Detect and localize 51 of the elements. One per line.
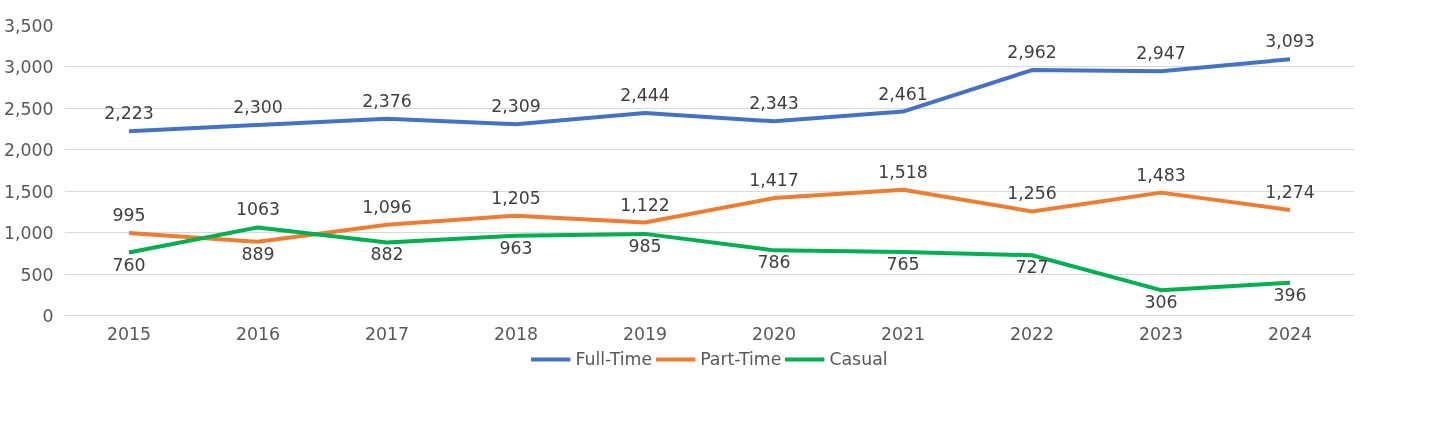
y-tick-label: 1,000	[3, 223, 54, 244]
x-tick-label: 2019	[622, 323, 668, 344]
data-label: 2,223	[104, 103, 154, 124]
y-tick-label: 500	[20, 264, 54, 285]
data-label: 1,122	[620, 194, 670, 215]
data-label: 306	[1144, 292, 1178, 313]
y-tick-label: 2,000	[3, 140, 54, 161]
x-tick-label: 2023	[1138, 323, 1184, 344]
data-label: 3,093	[1265, 31, 1315, 52]
data-label: 882	[370, 244, 404, 265]
y-tick-label: 0	[42, 306, 54, 326]
data-label: 1063	[235, 199, 281, 220]
y-tick-label: 1,500	[3, 181, 54, 202]
y-tick-label: 3,000	[3, 57, 54, 78]
data-label: 2,444	[620, 85, 670, 105]
data-label: 1,274	[1265, 181, 1315, 202]
data-label: 2,947	[1136, 43, 1186, 64]
x-tick-label: 2016	[235, 323, 281, 344]
x-tick-label: 2020	[751, 323, 797, 344]
data-label: 985	[628, 235, 662, 256]
data-label: 1,417	[749, 170, 799, 191]
data-label: 2,376	[362, 90, 412, 111]
data-label: 1,518	[878, 161, 928, 182]
legend-label: Full-Time	[575, 349, 653, 369]
data-label: 396	[1273, 284, 1307, 305]
data-label: 1,205	[491, 187, 541, 208]
data-label: 760	[112, 254, 146, 275]
data-label: 765	[886, 254, 920, 275]
y-tick-label: 2,500	[3, 98, 54, 119]
x-tick-label: 2015	[106, 323, 152, 344]
legend-label: Part-Time	[700, 349, 782, 369]
data-label: 2,343	[749, 93, 799, 114]
data-label: 1,096	[362, 196, 412, 217]
data-label: 2,461	[878, 83, 928, 104]
data-label: 1,483	[1136, 164, 1186, 185]
x-tick-label: 2024	[1267, 323, 1313, 344]
data-label: 2,962	[1007, 42, 1057, 63]
data-label: 2,309	[491, 96, 541, 117]
data-label: 727	[1015, 257, 1049, 278]
x-tick-label: 2021	[880, 323, 926, 344]
y-tick-label: 3,500	[3, 16, 54, 36]
data-label: 889	[241, 243, 275, 264]
x-tick-label: 2022	[1009, 323, 1055, 344]
data-label: 963	[499, 237, 533, 258]
data-label: 786	[757, 252, 791, 273]
data-label: 995	[112, 205, 146, 226]
data-label: 2,300	[233, 96, 283, 117]
legend-label: Casual	[829, 349, 888, 369]
x-tick-label: 2018	[493, 323, 539, 344]
data-label: 1,256	[1007, 183, 1057, 204]
x-tick-label: 2017	[364, 323, 410, 344]
